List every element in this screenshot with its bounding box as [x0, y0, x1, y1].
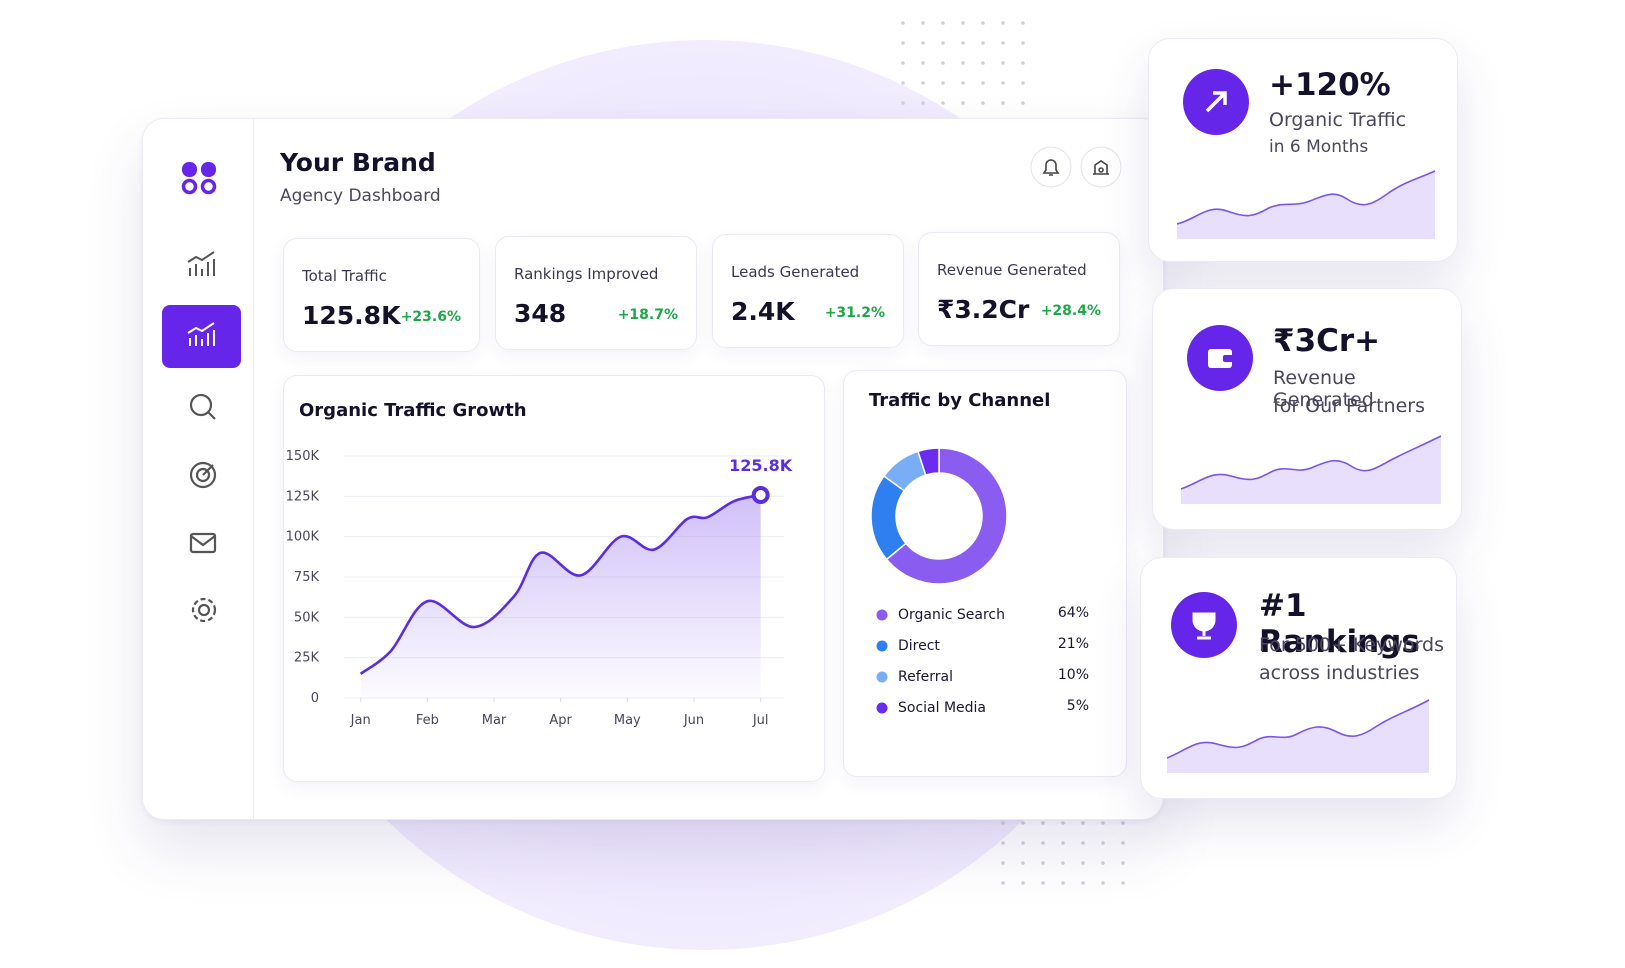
logo	[181, 162, 217, 195]
notifications-button[interactable]	[1030, 146, 1072, 188]
line-chart: Organic Traffic Growth 0 25K 50K 75K 100K 125…	[286, 400, 793, 728]
kpi-value: 125.8K	[302, 301, 401, 330]
legend-swatch	[876, 671, 888, 683]
profile-button[interactable]	[1080, 146, 1122, 188]
highlight-line2: for Our Partners	[1273, 395, 1425, 417]
highlight-line1: Revenue Generated	[1273, 367, 1374, 411]
highlight-line2: across industries	[1259, 662, 1420, 684]
pie-slice	[885, 447, 1008, 585]
highlight-icon	[1183, 69, 1249, 135]
nav-analytics[interactable]	[187, 251, 215, 276]
highlight-card: #1 Rankings For 500+ Keywords across ind…	[1140, 557, 1457, 799]
sparkline	[1181, 435, 1442, 504]
sparkline	[1177, 170, 1436, 239]
legend-label: Organic Search	[898, 607, 1005, 623]
legend-label: Referral	[898, 669, 953, 685]
y-tick-label: 0	[311, 691, 319, 706]
kpi-card: Leads Generated 2.4K +31.2%	[712, 234, 904, 348]
kpi-value: ₹3.2Cr	[937, 295, 1030, 324]
highlight-icon	[1171, 592, 1237, 658]
kpi-value: 348	[514, 299, 567, 328]
chart-title: Organic Traffic Growth	[299, 400, 527, 421]
highlight-card: ₹3Cr+ Revenue Generated for Our Partners	[1152, 288, 1462, 530]
kpi-label: Rankings Improved	[514, 265, 659, 283]
end-marker	[751, 486, 770, 505]
y-tick-label: 75K	[294, 570, 320, 585]
kpi-card: Total Traffic 125.8K +23.6%	[283, 238, 480, 352]
x-tick-label: Feb	[416, 713, 439, 728]
x-tick-label: Jan	[350, 713, 371, 728]
sparkline	[1167, 699, 1430, 773]
line	[359, 493, 761, 675]
dot-grid	[890, 20, 1040, 105]
pie-slice	[917, 447, 940, 477]
highlight-headline: #1 Rankings	[1259, 588, 1420, 660]
nav-reports-active[interactable]	[162, 305, 241, 368]
header-actions	[1030, 146, 1122, 188]
profile-icon	[1093, 160, 1109, 175]
kpi-label: Total Traffic	[302, 267, 387, 285]
kpi-card: Revenue Generated ₹3.2Cr +28.4%	[918, 232, 1120, 346]
highlight-line1: Organic Traffic	[1269, 109, 1407, 131]
donut-chart-card: Traffic by Channel Organic Search 64% Dire…	[843, 370, 1127, 777]
highlight-line2: in 6 Months	[1269, 137, 1369, 157]
y-tick-label: 25K	[294, 651, 320, 666]
highlight-icon	[1187, 325, 1253, 391]
sidebar	[162, 162, 241, 623]
legend-label: Social Media	[898, 700, 986, 716]
x-tick-label: Jun	[683, 713, 704, 728]
x-tick-label: May	[614, 713, 641, 728]
value-label: 64%	[1058, 605, 1089, 621]
highlight-line1: For 500+ Keywords	[1259, 634, 1444, 656]
dot-grid	[1000, 810, 1140, 890]
kpi-label: Revenue Generated	[937, 261, 1087, 279]
kpi-label: Leads Generated	[731, 263, 860, 281]
kpi-card: Rankings Improved 348 +18.7%	[495, 236, 697, 350]
legend-swatch	[876, 702, 888, 714]
kpi-value: 2.4K	[731, 297, 795, 326]
kpi-change: +28.4%	[1040, 303, 1101, 319]
x-tick-label: Jul	[752, 713, 769, 728]
y-tick-label: 125K	[286, 489, 320, 504]
highlight-headline: +120%	[1269, 67, 1391, 103]
donut-chart: Traffic by Channel Organic Search 64% Dire…	[869, 390, 1089, 716]
value-label: 10%	[1058, 667, 1089, 683]
annotation: 125.8K	[729, 456, 793, 475]
kpi-change: +23.6%	[400, 309, 461, 325]
nav-settings[interactable]	[191, 597, 217, 623]
kpi-change: +31.2%	[824, 305, 885, 321]
highlight-card: +120% Organic Traffic in 6 Months	[1148, 38, 1458, 262]
x-tick-label: Apr	[549, 713, 572, 728]
legend-label: Direct	[898, 638, 940, 654]
legend-swatch	[876, 609, 888, 621]
value-label: 21%	[1058, 636, 1089, 652]
bell-icon	[1042, 159, 1060, 176]
y-tick-label: 150K	[286, 449, 320, 464]
area	[360, 495, 761, 698]
nav-mail[interactable]	[189, 532, 217, 554]
nav-search[interactable]	[189, 393, 216, 420]
value-label: 5%	[1067, 698, 1089, 714]
kpi-change: +18.7%	[617, 307, 678, 323]
highlight-headline: ₹3Cr+	[1273, 323, 1381, 359]
legend-swatch	[876, 640, 888, 652]
chart-title: Traffic by Channel	[869, 390, 1050, 411]
sidebar-divider	[253, 119, 254, 819]
line-chart-card: Organic Traffic Growth 0 25K 50K 75K 100K 125…	[283, 375, 825, 782]
y-tick-label: 100K	[286, 530, 320, 545]
nav-reports-icon	[187, 322, 215, 346]
y-tick-label: 50K	[294, 610, 320, 625]
brand-subtitle: Agency Dashboard	[280, 186, 441, 206]
x-tick-label: Mar	[482, 713, 507, 728]
nav-goals[interactable]	[189, 461, 217, 489]
brand-title: Your Brand	[280, 148, 436, 177]
